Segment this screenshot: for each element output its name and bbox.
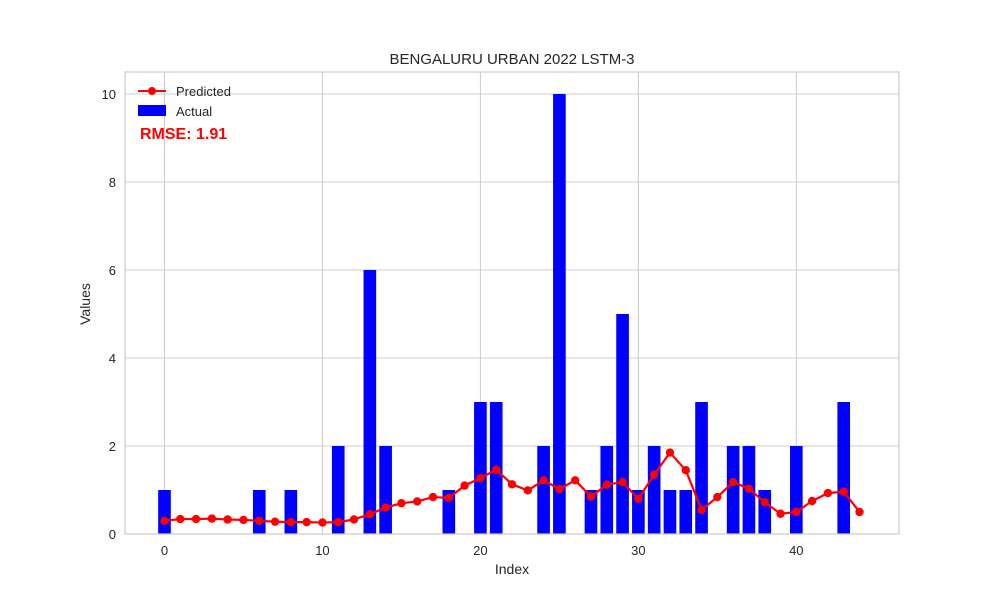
bar-actual [158, 490, 171, 534]
predicted-point [586, 492, 596, 501]
y-tick-label: 8 [109, 175, 116, 190]
x-tick-label: 30 [631, 543, 645, 558]
x-tick-label: 0 [161, 543, 168, 558]
predicted-point [334, 517, 343, 527]
bar-actual [284, 490, 298, 534]
predicted-point [428, 492, 438, 502]
predicted-point [318, 518, 327, 527]
bar-actual [363, 270, 377, 534]
y-tick-label: 10 [102, 87, 116, 102]
bar-actual [252, 490, 266, 534]
legend-predicted-label: Predicted [176, 84, 231, 99]
predicted-point [444, 493, 454, 503]
predicted-point [776, 509, 785, 518]
legend-predicted-marker [148, 87, 156, 95]
bar-actual [790, 446, 803, 534]
predicted-point [760, 498, 769, 507]
bar-actual [584, 490, 598, 534]
bar-actual [616, 314, 629, 534]
predicted-point [555, 484, 564, 494]
predicted-point [807, 496, 817, 506]
bar-actual [537, 446, 550, 534]
y-tick-label: 2 [109, 439, 116, 454]
bar-actual [758, 490, 772, 534]
predicted-point [728, 477, 738, 487]
y-tick-label: 6 [109, 263, 116, 278]
bar-actual [695, 402, 708, 534]
predicted-point [602, 480, 611, 489]
tick-labels: 0 10 20 30 40 0 2 4 6 8 10 [102, 87, 804, 558]
predicted-point [649, 470, 659, 479]
bar-actual [442, 490, 456, 534]
bar-actual [331, 446, 345, 534]
grid-lines [125, 72, 899, 535]
predicted-point [413, 497, 422, 506]
x-axis-label: Index [495, 561, 529, 577]
y-axis-label: Values [77, 283, 93, 325]
predicted-point [634, 494, 643, 503]
bar-actual [837, 402, 851, 534]
predicted-point [523, 486, 532, 495]
predicted-point [160, 516, 169, 525]
bar-actual [647, 446, 661, 534]
predicted-point [570, 476, 580, 485]
predicted-point [381, 503, 390, 512]
predicted-point [665, 448, 675, 457]
legend-actual-label: Actual [176, 104, 212, 119]
predicted-point [681, 466, 690, 475]
predicted-point [713, 492, 722, 502]
rmse-annotation: RMSE: 1.91 [140, 126, 227, 143]
predicted-point [255, 516, 264, 525]
bar-actual [379, 446, 392, 534]
predicted-point [397, 499, 406, 508]
predicted-point [460, 481, 469, 490]
x-tick-label: 10 [315, 543, 329, 558]
x-tick-label: 40 [789, 543, 803, 558]
bar-actual [474, 402, 487, 534]
predicted-point [507, 480, 517, 489]
predicted-point [176, 514, 185, 524]
predicted-point [476, 473, 485, 483]
predicted-point [539, 476, 548, 485]
chart-title: BENGALURU URBAN 2022 LSTM-3 [389, 51, 634, 68]
x-tick-label: 20 [473, 543, 487, 558]
predicted-point [855, 507, 864, 517]
bar-actual [553, 94, 566, 534]
predicted-point [223, 515, 232, 524]
predicted-point [492, 465, 501, 474]
predicted-point [302, 517, 311, 527]
bar-actual [600, 446, 614, 534]
bar-actual [726, 446, 740, 534]
predicted-point [191, 514, 201, 524]
predicted-point [839, 487, 848, 496]
predicted-point [207, 514, 217, 523]
legend: Predicted Actual [138, 84, 231, 119]
predicted-point [697, 505, 706, 514]
predicted-point [744, 484, 754, 493]
line-series [160, 448, 864, 527]
predicted-point [823, 488, 833, 498]
plot-frame [124, 71, 900, 535]
bar-actual [679, 490, 693, 534]
predicted-point [365, 510, 375, 519]
y-tick-label: 4 [109, 351, 116, 366]
predicted-point [349, 515, 359, 524]
predicted-point [286, 517, 296, 527]
predicted-point [618, 477, 627, 487]
y-tick-label: 0 [109, 527, 116, 542]
predicted-point [270, 517, 280, 526]
predicted-point [792, 507, 801, 517]
predicted-point [239, 515, 248, 525]
legend-actual-swatch [138, 105, 166, 116]
bar-actual [663, 490, 677, 534]
